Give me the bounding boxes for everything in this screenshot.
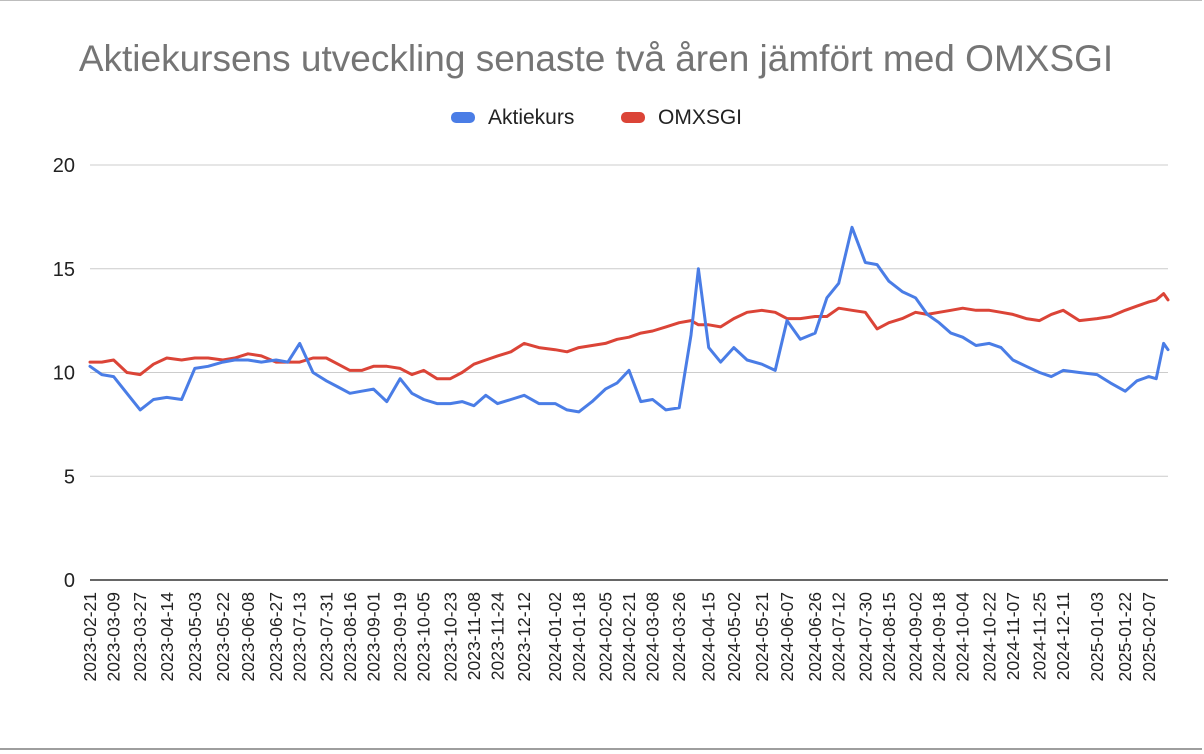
x-tick-label: 2025-01-03 bbox=[1087, 592, 1107, 682]
x-tick-label: 2025-02-07 bbox=[1139, 592, 1159, 682]
x-tick-label: 2023-04-14 bbox=[157, 592, 177, 682]
x-tick-label: 2024-07-12 bbox=[829, 592, 849, 682]
x-tick-label: 2023-06-27 bbox=[266, 592, 286, 682]
chart-title: Aktiekursens utveckling senaste två åren… bbox=[79, 38, 1113, 79]
y-tick-label: 0 bbox=[64, 570, 75, 592]
x-tick-label: 2024-09-18 bbox=[929, 592, 949, 682]
x-tick-label: 2024-03-26 bbox=[669, 592, 689, 682]
x-tick-label: 2024-05-02 bbox=[724, 592, 744, 682]
x-axis-ticks: 2023-02-21 2023-03-09 2023-03-27 2023-04-14… bbox=[80, 592, 1159, 682]
x-tick-label: 2023-12-12 bbox=[514, 592, 534, 682]
x-tick-label: 2023-11-08 bbox=[464, 592, 484, 680]
x-tick-label: 2024-06-07 bbox=[777, 592, 797, 682]
x-tick-label: 2024-11-07 bbox=[1003, 592, 1023, 680]
x-tick-label: 2023-09-01 bbox=[364, 592, 384, 682]
x-tick-label: 2023-02-21 bbox=[80, 592, 100, 682]
series-line-aktiekurs bbox=[88, 225, 1170, 414]
legend-swatch-omxsgi bbox=[621, 112, 645, 123]
x-tick-label: 2023-10-05 bbox=[414, 592, 434, 682]
gridlines bbox=[90, 164, 1168, 477]
x-tick-label: 2024-02-21 bbox=[619, 592, 639, 682]
x-tick-label: 2023-09-19 bbox=[390, 592, 410, 682]
legend-swatch-aktiekurs bbox=[451, 112, 475, 123]
legend-item-aktiekurs: Aktiekurs bbox=[451, 106, 574, 129]
legend-label-omxsgi: OMXSGI bbox=[658, 106, 742, 129]
x-tick-label: 2023-07-31 bbox=[316, 592, 336, 682]
y-tick-label: 15 bbox=[53, 259, 75, 281]
x-tick-label: 2024-02-05 bbox=[595, 592, 615, 682]
legend: Aktiekurs OMXSGI bbox=[451, 106, 742, 129]
x-tick-label: 2024-07-30 bbox=[855, 592, 875, 682]
y-tick-label: 10 bbox=[53, 363, 75, 385]
x-tick-label: 2023-05-22 bbox=[213, 592, 233, 682]
x-tick-label: 2023-05-03 bbox=[185, 592, 205, 682]
legend-item-omxsgi: OMXSGI bbox=[621, 106, 742, 129]
x-tick-label: 2024-01-02 bbox=[545, 592, 565, 682]
x-tick-label: 2023-03-27 bbox=[130, 592, 150, 682]
x-tick-label: 2024-06-26 bbox=[805, 592, 825, 682]
x-tick-label: 2024-03-08 bbox=[643, 592, 663, 682]
y-tick-label: 5 bbox=[64, 466, 75, 488]
x-tick-label: 2024-04-15 bbox=[699, 592, 719, 682]
series-line-omxsgi bbox=[88, 292, 1170, 381]
x-tick-label: 2024-10-04 bbox=[953, 592, 973, 682]
x-tick-label: 2025-01-22 bbox=[1115, 592, 1135, 682]
legend-label-aktiekurs: Aktiekurs bbox=[488, 106, 574, 129]
x-tick-label: 2024-10-22 bbox=[979, 592, 999, 682]
x-tick-label: 2024-12-11 bbox=[1053, 592, 1073, 680]
x-tick-label: 2024-08-15 bbox=[879, 592, 899, 682]
x-tick-label: 2024-05-21 bbox=[752, 592, 772, 682]
y-axis-ticks: 0 5 10 15 20 bbox=[53, 155, 75, 592]
x-tick-label: 2024-09-02 bbox=[905, 592, 925, 682]
x-tick-label: 2023-06-08 bbox=[238, 592, 258, 682]
x-tick-label: 2023-08-16 bbox=[340, 592, 360, 682]
x-tick-label: 2024-01-18 bbox=[569, 592, 589, 682]
x-tick-label: 2024-11-25 bbox=[1030, 592, 1050, 680]
x-tick-label: 2023-07-13 bbox=[290, 592, 310, 682]
series-lines bbox=[88, 225, 1170, 414]
x-tick-label: 2023-10-23 bbox=[440, 592, 460, 682]
x-tick-label: 2023-03-09 bbox=[104, 592, 124, 682]
x-tick-label: 2023-11-24 bbox=[488, 592, 508, 680]
y-tick-label: 20 bbox=[53, 155, 75, 177]
